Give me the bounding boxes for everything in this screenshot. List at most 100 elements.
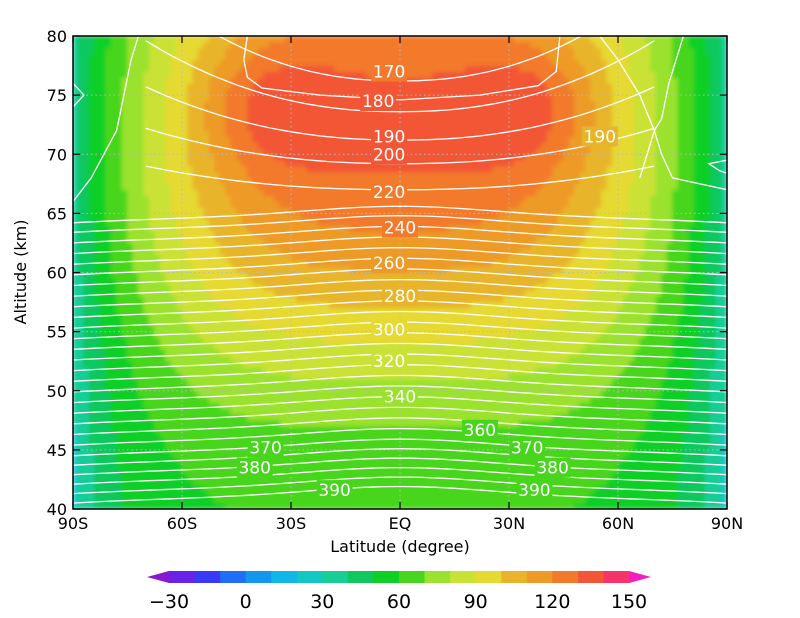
field-cell — [306, 254, 314, 262]
field-cell — [334, 461, 341, 469]
field-cell — [192, 76, 199, 84]
field-cell — [339, 65, 346, 72]
field-cell — [138, 76, 145, 84]
field-cell — [279, 384, 286, 392]
field-cell — [148, 301, 156, 309]
field-cell — [247, 189, 254, 197]
field-cell — [148, 414, 156, 421]
field-cell — [197, 295, 205, 303]
field-cell — [121, 301, 128, 309]
field-cell — [372, 402, 379, 409]
field-cell — [203, 171, 210, 179]
field-cell — [268, 295, 276, 303]
field-cell — [170, 177, 177, 185]
field-cell — [73, 467, 79, 474]
field-cell — [127, 242, 134, 250]
field-cell — [192, 242, 199, 250]
field-cell — [143, 88, 150, 96]
field-cell — [208, 419, 216, 427]
field-cell — [236, 331, 243, 338]
field-cell — [83, 455, 90, 463]
field-cell — [328, 183, 335, 191]
field-cell — [208, 153, 216, 161]
field-cell — [328, 71, 335, 78]
field-cell — [366, 230, 374, 238]
field-cell — [78, 142, 85, 149]
field-cell — [176, 479, 183, 486]
field-cell — [241, 106, 248, 114]
field-cell — [306, 260, 314, 267]
field-cell — [241, 431, 248, 439]
field-cell — [241, 313, 248, 321]
field-cell — [176, 490, 183, 498]
field-cell — [290, 201, 297, 208]
field-cell — [334, 313, 341, 321]
field-cell — [181, 171, 188, 179]
field-cell — [116, 142, 123, 149]
field-cell — [208, 396, 216, 403]
field-cell — [121, 443, 128, 451]
field-cell — [312, 82, 319, 90]
field-cell — [170, 183, 177, 191]
field-cell — [214, 124, 221, 131]
field-cell — [138, 366, 145, 374]
field-cell — [323, 88, 330, 96]
field-cell — [230, 384, 237, 392]
field-cell — [187, 230, 194, 238]
field-cell — [165, 142, 172, 149]
field-cell — [138, 455, 145, 463]
field-cell — [219, 189, 226, 197]
field-cell — [219, 177, 226, 185]
field-cell — [312, 390, 319, 398]
field-cell — [181, 473, 188, 480]
field-cell — [154, 283, 161, 291]
field-cell — [323, 366, 330, 374]
field-cell — [181, 467, 188, 474]
field-cell — [350, 343, 357, 350]
field-cell — [197, 461, 205, 469]
field-cell — [247, 408, 254, 415]
field-cell — [73, 136, 79, 143]
field-cell — [159, 65, 167, 72]
field-cell — [94, 390, 101, 398]
field-cell — [328, 159, 335, 167]
field-cell — [377, 467, 385, 474]
field-cell — [366, 254, 374, 262]
field-cell — [159, 325, 167, 333]
field-cell — [187, 201, 194, 208]
field-cell — [138, 319, 145, 327]
field-cell — [334, 283, 341, 291]
field-cell — [361, 41, 368, 49]
field-cell — [197, 118, 205, 126]
field-cell — [88, 236, 96, 244]
field-cell — [361, 343, 368, 350]
field-cell — [187, 76, 194, 84]
field-cell — [241, 159, 248, 167]
field-cell — [356, 473, 363, 480]
field-cell — [236, 159, 243, 167]
field-cell — [361, 195, 368, 202]
field-cell — [165, 272, 172, 279]
field-cell — [328, 207, 335, 214]
field-cell — [110, 59, 117, 66]
field-cell — [181, 295, 188, 303]
field-cell — [121, 337, 128, 344]
field-cell — [372, 236, 379, 244]
field-cell — [170, 313, 177, 321]
field-cell — [394, 502, 401, 509]
field-cell — [296, 136, 303, 143]
field-cell — [372, 390, 379, 398]
field-cell — [241, 254, 248, 262]
field-cell — [334, 118, 341, 126]
field-cell — [105, 283, 112, 291]
field-cell — [181, 76, 188, 84]
field-cell — [138, 307, 145, 315]
field-cell — [154, 254, 161, 262]
field-cell — [236, 307, 243, 315]
field-cell — [345, 59, 352, 66]
field-cell — [394, 236, 401, 244]
field-cell — [88, 177, 96, 185]
field-cell — [306, 331, 314, 338]
field-cell — [279, 159, 286, 167]
field-cell — [83, 348, 90, 356]
